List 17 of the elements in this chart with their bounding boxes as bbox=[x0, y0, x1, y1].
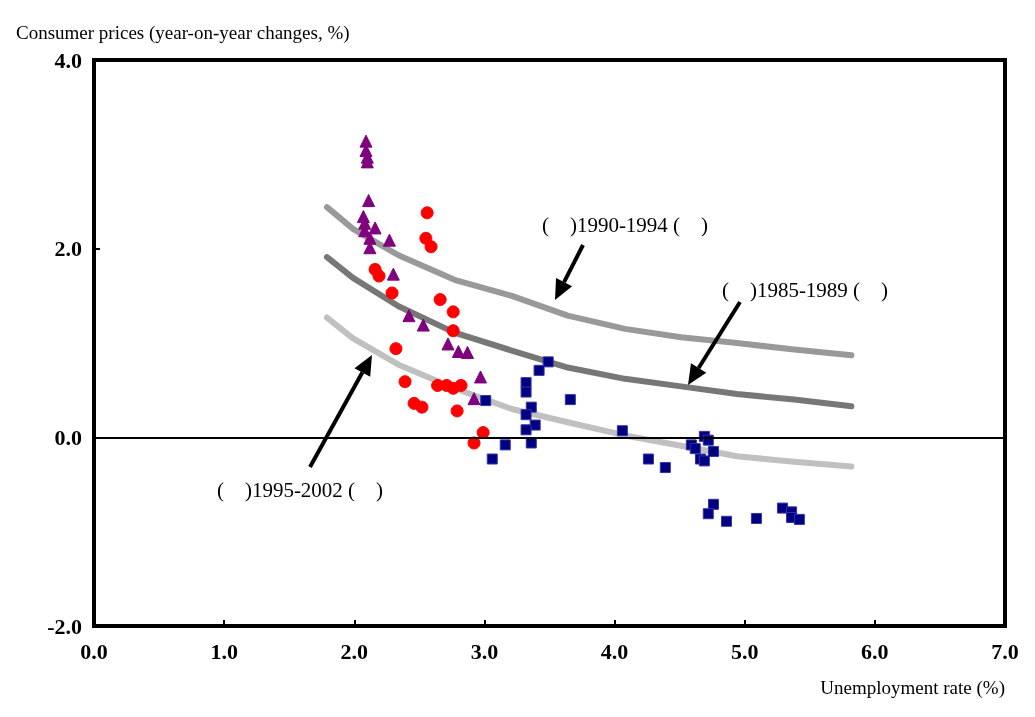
y-tick-label: 0.0 bbox=[54, 424, 82, 450]
annotation: ( )1995-2002 ( ) bbox=[216, 478, 384, 502]
annotation: ( )1985-1989 ( ) bbox=[721, 278, 889, 302]
y-axis-title: Consumer prices (year-on-year changes, %) bbox=[16, 22, 350, 44]
x-tick-label: 7.0 bbox=[991, 638, 1019, 664]
annotation: ( )1990-1994 ( ) bbox=[541, 213, 709, 237]
x-tick-label: 1.0 bbox=[210, 638, 238, 664]
y-tick-label: -2.0 bbox=[47, 613, 82, 639]
x-tick-label: 0.0 bbox=[80, 638, 108, 664]
y-tick-label: 2.0 bbox=[54, 236, 82, 262]
x-tick-label: 3.0 bbox=[470, 638, 499, 664]
x-tick-label: 2.0 bbox=[340, 638, 369, 664]
x-tick-label: 4.0 bbox=[600, 638, 629, 664]
x-tick-label: 6.0 bbox=[861, 638, 889, 664]
x-tick-label: 5.0 bbox=[730, 638, 759, 664]
y-tick-label: 4.0 bbox=[54, 47, 82, 73]
x-axis-title: Unemployment rate (%) bbox=[820, 677, 1005, 699]
